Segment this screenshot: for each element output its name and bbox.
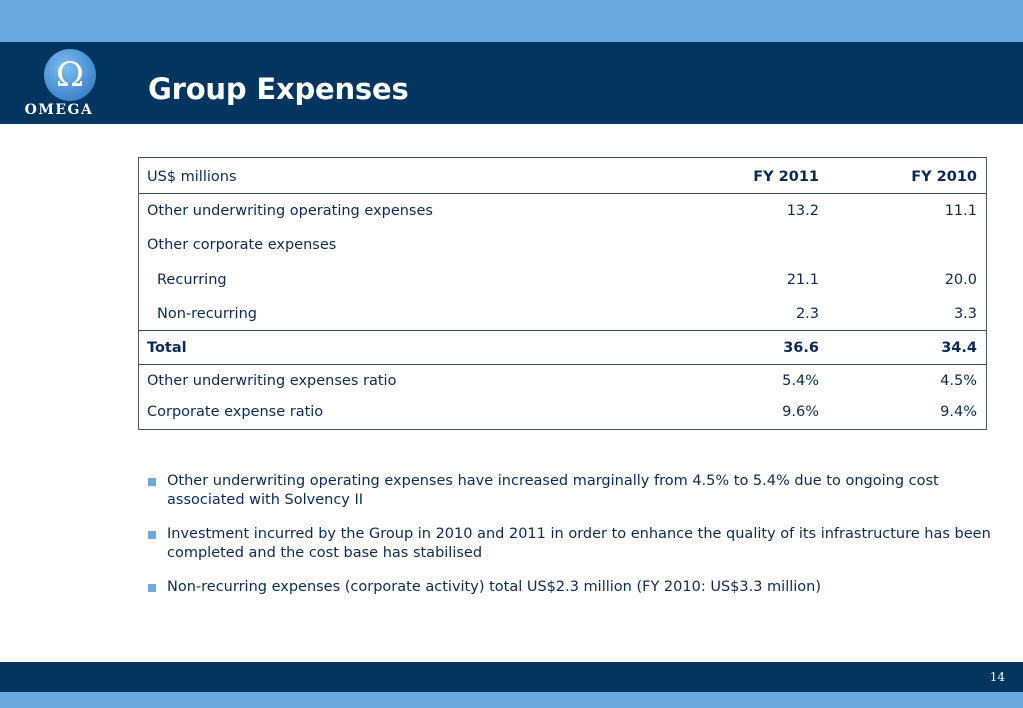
omega-logo: Ω OMEGA <box>0 42 118 124</box>
row-label: Non-recurring <box>157 306 257 322</box>
list-item: Other underwriting operating expenses ha… <box>147 472 997 510</box>
footer-bar: 14 <box>0 662 1023 692</box>
table-header-row: US$ millions FY 2011 FY 2010 <box>139 160 986 194</box>
logo-symbol: Ω <box>55 55 85 95</box>
bullet-text: Other underwriting operating expenses ha… <box>167 473 939 508</box>
table-rule-top <box>139 157 986 158</box>
bottom-band <box>0 692 1023 708</box>
omega-logo-icon: Ω <box>44 49 96 101</box>
row-value-fy2011: 13.2 <box>786 203 819 219</box>
row-label: Recurring <box>157 272 227 288</box>
row-value-fy2011: 2.3 <box>795 306 819 322</box>
row-value-fy2011: 5.4% <box>782 373 819 389</box>
table-row: Other underwriting operating expenses 13… <box>139 194 986 228</box>
row-value-fy2010: 20.0 <box>944 272 977 288</box>
column-header-label: US$ millions <box>147 169 237 185</box>
square-bullet-icon <box>148 478 156 486</box>
table-row: Other corporate expenses <box>139 228 986 262</box>
table-row-total: Total 36.6 34.4 <box>139 331 986 365</box>
bullet-list: Other underwriting operating expenses ha… <box>147 472 997 612</box>
bullet-text: Non-recurring expenses (corporate activi… <box>167 579 821 595</box>
table-row: Other underwriting expenses ratio 5.4% 4… <box>139 364 986 398</box>
column-header-fy2011: FY 2011 <box>753 169 819 185</box>
top-band <box>0 0 1023 42</box>
table-rule-total <box>139 364 986 365</box>
row-value-fy2010: 34.4 <box>941 340 977 356</box>
square-bullet-icon <box>148 531 156 539</box>
row-value-fy2010: 3.3 <box>953 306 977 322</box>
row-value-fy2010: 4.5% <box>940 373 977 389</box>
page-number: 14 <box>989 670 1005 684</box>
row-label: Total <box>147 340 187 356</box>
table-row: Corporate expense ratio 9.6% 9.4% <box>139 395 986 429</box>
page-title: Group Expenses <box>148 72 409 106</box>
logo-text: OMEGA <box>24 102 94 118</box>
table-row: Non-recurring 2.3 3.3 <box>139 297 986 331</box>
table-rule-subtotal <box>139 330 986 331</box>
row-value-fy2010: 9.4% <box>940 404 977 420</box>
expenses-table: US$ millions FY 2011 FY 2010 Other under… <box>138 157 987 430</box>
header-bar <box>0 42 1023 124</box>
row-label: Other corporate expenses <box>147 237 337 253</box>
table-rule-header <box>139 193 986 194</box>
list-item: Investment incurred by the Group in 2010… <box>147 525 997 563</box>
row-label: Other underwriting expenses ratio <box>147 373 397 389</box>
list-item: Non-recurring expenses (corporate activi… <box>147 578 997 597</box>
square-bullet-icon <box>148 584 156 592</box>
row-value-fy2011: 36.6 <box>783 340 819 356</box>
row-value-fy2010: 11.1 <box>944 203 977 219</box>
row-label: Corporate expense ratio <box>147 404 324 420</box>
bullet-text: Investment incurred by the Group in 2010… <box>167 526 991 561</box>
table-row: Recurring 21.1 20.0 <box>139 263 986 297</box>
row-value-fy2011: 9.6% <box>782 404 819 420</box>
row-label: Other underwriting operating expenses <box>147 203 433 219</box>
column-header-fy2010: FY 2010 <box>911 169 977 185</box>
row-value-fy2011: 21.1 <box>786 272 819 288</box>
